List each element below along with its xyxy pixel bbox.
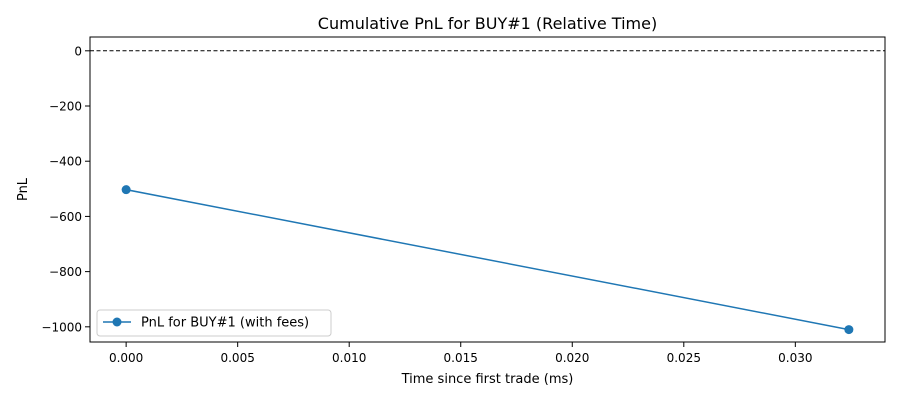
plot-area <box>90 50 885 335</box>
x-tick-label: 0.005 <box>220 351 254 365</box>
y-tick-label: −200 <box>49 100 82 114</box>
chart-title: Cumulative PnL for BUY#1 (Relative Time) <box>318 14 657 33</box>
x-tick-label: 0.010 <box>332 351 366 365</box>
axes-frame <box>89 36 886 343</box>
y-tick-label: 0 <box>74 44 82 58</box>
x-axis-label: Time since first trade (ms) <box>401 372 574 387</box>
x-tick-label: 0.025 <box>667 351 701 365</box>
y-tick-label: −400 <box>49 155 82 169</box>
y-tick-label: −800 <box>49 265 82 279</box>
legend-box <box>96 309 332 337</box>
x-tick-label: 0.015 <box>444 351 478 365</box>
series-line <box>125 188 850 331</box>
y-axis: 0 −200 −400 −600 −800 −1000 <box>41 44 90 334</box>
legend-marker <box>112 317 122 327</box>
x-tick-label: 0.020 <box>555 351 589 365</box>
y-tick-label: −600 <box>49 210 82 224</box>
y-tick-label: −1000 <box>41 320 82 334</box>
legend: PnL for BUY#1 (with fees) <box>96 309 332 337</box>
y-axis-label: PnL <box>16 177 31 201</box>
x-axis: 0.000 0.005 0.010 0.015 0.020 0.025 0.030 <box>109 342 813 365</box>
x-tick-label: 0.030 <box>778 351 812 365</box>
data-point <box>844 325 854 335</box>
x-tick-label: 0.000 <box>109 351 143 365</box>
legend-label: PnL for BUY#1 (with fees) <box>141 316 309 331</box>
data-point <box>121 185 131 195</box>
